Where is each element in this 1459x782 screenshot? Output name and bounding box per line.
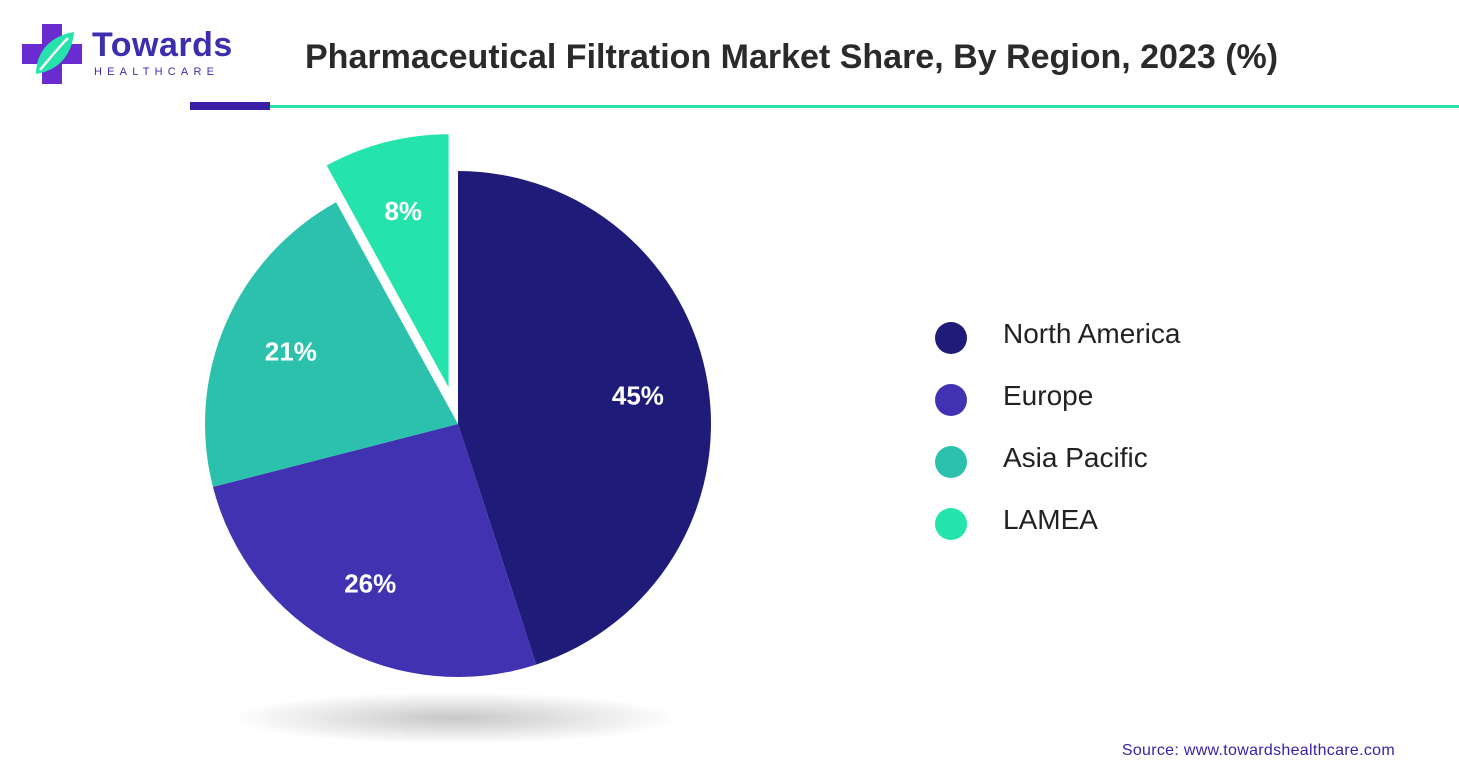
- legend-label-europe: Europe: [1003, 380, 1094, 411]
- legend-swatch-lamea: [935, 508, 967, 540]
- source-credit: Source: www.towardshealthcare.com: [1121, 742, 1395, 759]
- title-underline: [270, 105, 1459, 108]
- slice-label-north-america: 45%: [612, 381, 664, 411]
- pie-slice-north-america: [458, 171, 712, 665]
- pie-slice-lamea: [326, 134, 449, 388]
- chart-title: Pharmaceutical Filtration Market Share, …: [305, 38, 1279, 76]
- pie-chart: 45% 26% 21% 8%: [204, 134, 712, 744]
- brand-tagline: HEALTHCARE: [94, 66, 220, 78]
- title-underline-accent: [190, 102, 270, 110]
- pie-shadow: [230, 692, 680, 744]
- slice-label-lamea: 8%: [384, 196, 422, 226]
- brand-logo: Towards HEALTHCARE: [22, 24, 242, 86]
- legend-label-north-america: North America: [1003, 318, 1181, 349]
- legend-swatch-asia-pacific: [935, 446, 967, 478]
- legend-label-lamea: LAMEA: [1003, 504, 1098, 535]
- legend-label-asia-pacific: Asia Pacific: [1003, 442, 1148, 473]
- slice-label-europe: 26%: [344, 569, 396, 599]
- legend-swatch-north-america: [935, 322, 967, 354]
- medical-cross-leaf-logo-icon: [22, 24, 82, 84]
- brand-name: Towards: [92, 26, 233, 64]
- pie-slice-europe: [212, 424, 537, 677]
- slice-label-asia-pacific: 21%: [265, 337, 317, 367]
- pie-slice-asia-pacific: [204, 202, 458, 487]
- legend-swatch-europe: [935, 384, 967, 416]
